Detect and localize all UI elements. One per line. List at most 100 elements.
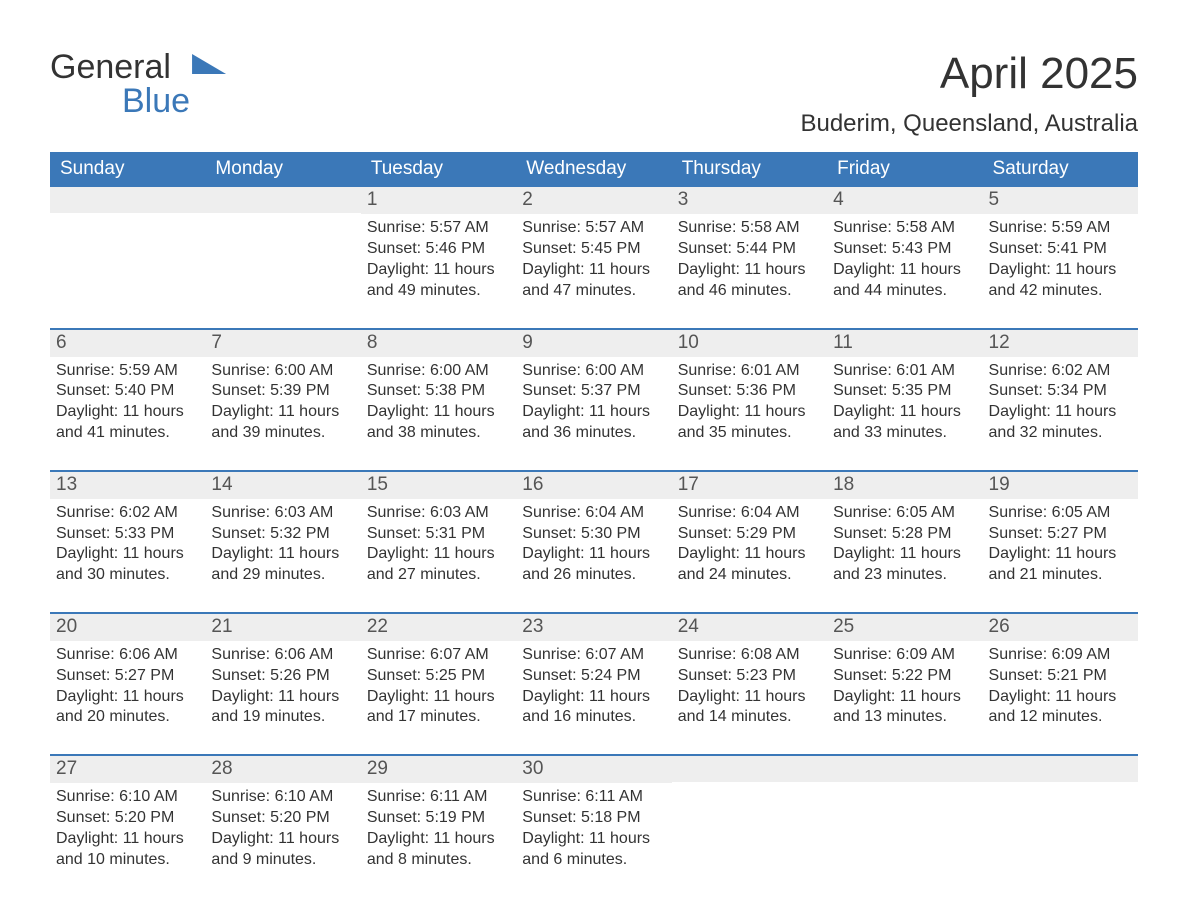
daylight1-text: Daylight: 11 hours	[367, 544, 510, 565]
daylight1-text: Daylight: 11 hours	[989, 402, 1132, 423]
day-cell: 18Sunrise: 6:05 AMSunset: 5:28 PMDayligh…	[827, 471, 982, 613]
sunset-text: Sunset: 5:37 PM	[522, 381, 665, 402]
day-body	[205, 213, 360, 243]
sunset-text: Sunset: 5:29 PM	[678, 524, 821, 545]
daylight1-text: Daylight: 11 hours	[678, 687, 821, 708]
day-cell: 26Sunrise: 6:09 AMSunset: 5:21 PMDayligh…	[983, 613, 1138, 755]
day-number: 27	[50, 756, 205, 783]
day-cell: 23 Sunrise: 6:07 AMSunset: 5:24 PMDayligh…	[516, 613, 671, 755]
day-body: Sunrise: 5:57 AMSunset: 5:46 PMDaylight:…	[361, 214, 516, 327]
day-number	[205, 187, 360, 213]
logo-flag-icon	[192, 54, 226, 74]
daylight2-text: and 21 minutes.	[989, 565, 1132, 586]
day-cell: 21Sunrise: 6:06 AMSunset: 5:26 PMDayligh…	[205, 613, 360, 755]
daylight1-text: Daylight: 11 hours	[989, 687, 1132, 708]
day-body: Sunrise: 5:58 AMSunset: 5:43 PMDaylight:…	[827, 214, 982, 327]
day-body: Sunrise: 6:08 AMSunset: 5:23 PMDaylight:…	[672, 641, 827, 754]
day-body: Sunrise: 6:00 AMSunset: 5:38 PMDaylight:…	[361, 357, 516, 470]
location: Buderim, Queensland, Australia	[800, 110, 1138, 138]
daylight1-text: Daylight: 11 hours	[833, 260, 976, 281]
day-cell: 24Sunrise: 6:08 AMSunset: 5:23 PMDayligh…	[672, 613, 827, 755]
col-tuesday: Tuesday	[361, 152, 516, 187]
day-cell	[827, 755, 982, 880]
day-cell: 29Sunrise: 6:11 AMSunset: 5:19 PMDayligh…	[361, 755, 516, 880]
sunrise-text: Sunrise: 6:06 AM	[211, 645, 354, 666]
day-cell: 27Sunrise: 6:10 AMSunset: 5:20 PMDayligh…	[50, 755, 205, 880]
sunrise-text: Sunrise: 5:59 AM	[989, 218, 1132, 239]
daylight1-text: Daylight: 11 hours	[522, 687, 665, 708]
day-body: Sunrise: 5:58 AMSunset: 5:44 PMDaylight:…	[672, 214, 827, 327]
day-body: Sunrise: 6:03 AMSunset: 5:31 PMDaylight:…	[361, 499, 516, 612]
title-block: April 2025 Buderim, Queensland, Australi…	[800, 50, 1138, 138]
daylight2-text: and 23 minutes.	[833, 565, 976, 586]
daylight2-text: and 17 minutes.	[367, 707, 510, 728]
day-cell	[983, 755, 1138, 880]
daylight1-text: Daylight: 11 hours	[833, 402, 976, 423]
daylight1-text: Daylight: 11 hours	[211, 829, 354, 850]
day-body: Sunrise: 6:04 AMSunset: 5:29 PMDaylight:…	[672, 499, 827, 612]
daylight1-text: Daylight: 11 hours	[56, 829, 199, 850]
sunrise-text: Sunrise: 5:59 AM	[56, 361, 199, 382]
day-cell: 14Sunrise: 6:03 AMSunset: 5:32 PMDayligh…	[205, 471, 360, 613]
day-number: 25	[827, 614, 982, 641]
daylight1-text: Daylight: 11 hours	[522, 544, 665, 565]
sunrise-text: Sunrise: 6:02 AM	[989, 361, 1132, 382]
col-friday: Friday	[827, 152, 982, 187]
day-number: 28	[205, 756, 360, 783]
day-body: Sunrise: 5:59 AMSunset: 5:41 PMDaylight:…	[983, 214, 1138, 327]
daylight2-text: and 6 minutes.	[522, 850, 665, 871]
day-cell: 2Sunrise: 5:57 AMSunset: 5:45 PMDaylight…	[516, 187, 671, 328]
day-number: 15	[361, 472, 516, 499]
sunset-text: Sunset: 5:38 PM	[367, 381, 510, 402]
daylight2-text: and 35 minutes.	[678, 423, 821, 444]
sunset-text: Sunset: 5:21 PM	[989, 666, 1132, 687]
day-body: Sunrise: 6:04 AMSunset: 5:30 PMDaylight:…	[516, 499, 671, 612]
weekday-header-row: Sunday Monday Tuesday Wednesday Thursday…	[50, 152, 1138, 187]
day-number: 5	[983, 187, 1138, 214]
day-cell: 8Sunrise: 6:00 AMSunset: 5:38 PMDaylight…	[361, 329, 516, 471]
week-row: 13Sunrise: 6:02 AMSunset: 5:33 PMDayligh…	[50, 471, 1138, 613]
sunrise-text: Sunrise: 6:11 AM	[522, 787, 665, 808]
daylight2-text: and 44 minutes.	[833, 281, 976, 302]
day-cell: 1Sunrise: 5:57 AMSunset: 5:46 PMDaylight…	[361, 187, 516, 328]
daylight1-text: Daylight: 11 hours	[833, 544, 976, 565]
day-number: 23	[516, 614, 671, 641]
daylight2-text: and 27 minutes.	[367, 565, 510, 586]
daylight1-text: Daylight: 11 hours	[56, 544, 199, 565]
day-number: 2	[516, 187, 671, 214]
sunrise-text: Sunrise: 6:02 AM	[56, 503, 199, 524]
sunset-text: Sunset: 5:30 PM	[522, 524, 665, 545]
day-cell: 17Sunrise: 6:04 AMSunset: 5:29 PMDayligh…	[672, 471, 827, 613]
day-body: Sunrise: 6:10 AMSunset: 5:20 PMDaylight:…	[50, 783, 205, 880]
sunrise-text: Sunrise: 5:58 AM	[678, 218, 821, 239]
daylight2-text: and 30 minutes.	[56, 565, 199, 586]
day-body: Sunrise: 5:57 AMSunset: 5:45 PMDaylight:…	[516, 214, 671, 327]
day-number: 18	[827, 472, 982, 499]
day-number: 19	[983, 472, 1138, 499]
sunset-text: Sunset: 5:34 PM	[989, 381, 1132, 402]
header: General Blue April 2025 Buderim, Queensl…	[50, 50, 1138, 138]
day-number: 26	[983, 614, 1138, 641]
daylight1-text: Daylight: 11 hours	[522, 829, 665, 850]
sunset-text: Sunset: 5:39 PM	[211, 381, 354, 402]
day-cell: 30Sunrise: 6:11 AMSunset: 5:18 PMDayligh…	[516, 755, 671, 880]
sunrise-text: Sunrise: 6:04 AM	[678, 503, 821, 524]
sunrise-text: Sunrise: 6:07 AM	[522, 645, 665, 666]
day-number: 10	[672, 330, 827, 357]
daylight2-text: and 19 minutes.	[211, 707, 354, 728]
sunset-text: Sunset: 5:24 PM	[522, 666, 665, 687]
daylight1-text: Daylight: 11 hours	[367, 687, 510, 708]
sunset-text: Sunset: 5:27 PM	[56, 666, 199, 687]
week-row: 27Sunrise: 6:10 AMSunset: 5:20 PMDayligh…	[50, 755, 1138, 880]
page-title: April 2025	[800, 50, 1138, 98]
day-number	[827, 756, 982, 782]
sunset-text: Sunset: 5:33 PM	[56, 524, 199, 545]
daylight2-text: and 38 minutes.	[367, 423, 510, 444]
daylight2-text: and 33 minutes.	[833, 423, 976, 444]
sunset-text: Sunset: 5:23 PM	[678, 666, 821, 687]
daylight1-text: Daylight: 11 hours	[989, 544, 1132, 565]
day-number	[672, 756, 827, 782]
daylight2-text: and 42 minutes.	[989, 281, 1132, 302]
daylight2-text: and 29 minutes.	[211, 565, 354, 586]
daylight2-text: and 24 minutes.	[678, 565, 821, 586]
